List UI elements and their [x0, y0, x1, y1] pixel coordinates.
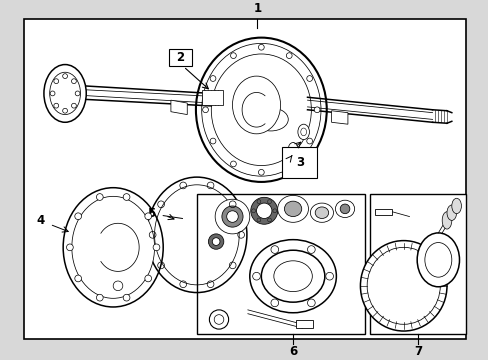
Ellipse shape [230, 53, 236, 59]
Bar [201, 90, 223, 105]
Text: 4: 4 [36, 214, 44, 227]
Ellipse shape [202, 107, 208, 113]
Ellipse shape [215, 199, 249, 234]
Ellipse shape [113, 281, 122, 291]
Bar [282, 147, 317, 178]
Ellipse shape [451, 198, 461, 214]
Ellipse shape [257, 218, 260, 222]
Ellipse shape [54, 79, 59, 84]
Ellipse shape [71, 103, 76, 108]
Ellipse shape [273, 261, 312, 292]
Ellipse shape [325, 273, 333, 280]
Ellipse shape [222, 206, 243, 227]
Ellipse shape [44, 64, 86, 122]
Ellipse shape [315, 207, 328, 219]
Ellipse shape [62, 74, 67, 78]
Text: 5: 5 [147, 207, 156, 220]
Ellipse shape [272, 209, 276, 213]
Ellipse shape [286, 53, 291, 59]
Ellipse shape [75, 91, 80, 96]
Ellipse shape [251, 209, 255, 213]
Ellipse shape [284, 201, 301, 217]
Ellipse shape [253, 108, 288, 131]
Ellipse shape [62, 108, 67, 113]
Ellipse shape [66, 244, 73, 251]
Ellipse shape [261, 250, 324, 302]
Ellipse shape [307, 299, 315, 307]
Ellipse shape [286, 161, 291, 167]
Ellipse shape [256, 203, 271, 219]
Ellipse shape [226, 211, 238, 222]
Ellipse shape [153, 244, 160, 251]
Ellipse shape [310, 203, 333, 222]
Bar [295, 320, 313, 328]
Ellipse shape [267, 218, 271, 222]
Ellipse shape [424, 243, 451, 277]
Ellipse shape [96, 194, 103, 201]
Ellipse shape [196, 38, 326, 182]
Ellipse shape [212, 238, 220, 246]
Text: 3: 3 [295, 156, 303, 169]
Ellipse shape [123, 194, 130, 201]
Ellipse shape [50, 91, 55, 96]
Ellipse shape [307, 246, 315, 253]
Text: 6: 6 [288, 346, 297, 359]
Ellipse shape [306, 76, 312, 81]
Ellipse shape [288, 143, 297, 156]
Ellipse shape [75, 275, 81, 282]
Ellipse shape [123, 294, 130, 301]
Ellipse shape [300, 128, 306, 136]
Ellipse shape [230, 161, 236, 167]
Ellipse shape [144, 213, 151, 220]
Ellipse shape [416, 233, 459, 287]
Ellipse shape [214, 315, 224, 324]
Ellipse shape [258, 44, 264, 50]
Ellipse shape [257, 200, 260, 203]
Ellipse shape [250, 197, 277, 224]
Ellipse shape [252, 273, 260, 280]
Ellipse shape [96, 294, 103, 301]
Text: 7: 7 [413, 346, 421, 359]
Ellipse shape [210, 76, 216, 81]
Ellipse shape [54, 103, 59, 108]
Bar [374, 209, 391, 215]
Ellipse shape [258, 170, 264, 175]
Polygon shape [331, 111, 347, 124]
Ellipse shape [446, 205, 456, 220]
Polygon shape [171, 100, 187, 114]
Ellipse shape [314, 107, 319, 113]
Ellipse shape [297, 124, 309, 140]
Text: 1: 1 [253, 1, 261, 14]
Bar [169, 49, 192, 67]
Ellipse shape [306, 138, 312, 144]
Ellipse shape [210, 138, 216, 144]
Ellipse shape [232, 76, 280, 134]
Ellipse shape [360, 240, 446, 331]
Ellipse shape [63, 188, 163, 307]
Ellipse shape [277, 195, 308, 222]
Ellipse shape [75, 213, 81, 220]
Bar [197, 194, 365, 334]
Ellipse shape [209, 310, 228, 329]
Ellipse shape [335, 200, 354, 217]
Ellipse shape [208, 234, 224, 249]
Ellipse shape [441, 212, 451, 229]
Ellipse shape [270, 246, 278, 253]
Ellipse shape [249, 240, 336, 313]
Ellipse shape [267, 200, 271, 203]
Ellipse shape [72, 196, 154, 298]
Ellipse shape [340, 204, 349, 214]
Bar [369, 194, 465, 334]
Ellipse shape [144, 275, 151, 282]
Ellipse shape [71, 79, 76, 84]
Ellipse shape [270, 299, 278, 307]
Ellipse shape [366, 247, 439, 324]
Text: 2: 2 [176, 51, 184, 64]
